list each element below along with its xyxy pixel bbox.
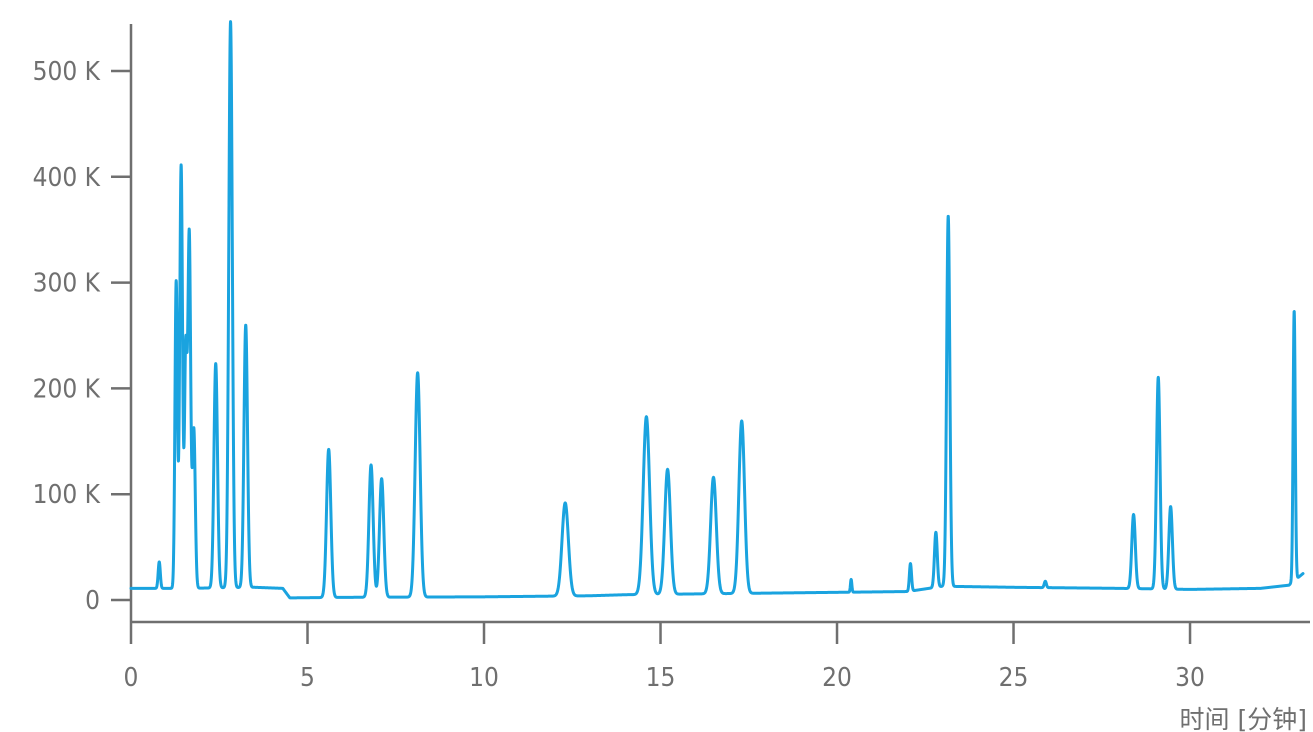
x-tick-label: 20 bbox=[822, 663, 852, 693]
y-tick-label: 100 K bbox=[33, 480, 101, 510]
y-tick-label: 200 K bbox=[33, 374, 101, 404]
y-axis: 0 100 K 200 K 300 K 400 K 500 K bbox=[33, 24, 133, 622]
x-axis: 0 5 10 15 20 25 30 bbox=[124, 620, 1310, 693]
y-tick-label: 400 K bbox=[33, 163, 101, 193]
y-tick-label: 0 bbox=[85, 586, 100, 616]
x-axis-label: 时间 [分钟] bbox=[1180, 705, 1307, 732]
x-tick-label: 25 bbox=[999, 663, 1029, 693]
y-tick-label: 300 K bbox=[33, 269, 101, 299]
x-tick-label: 5 bbox=[300, 663, 315, 693]
x-tick-label: 0 bbox=[124, 663, 139, 693]
chromatogram-trace bbox=[129, 20, 1305, 600]
x-tick-label: 15 bbox=[646, 663, 676, 693]
x-tick-label: 30 bbox=[1175, 663, 1205, 693]
y-tick-label: 500 K bbox=[33, 57, 101, 87]
x-tick-label: 10 bbox=[469, 663, 499, 693]
